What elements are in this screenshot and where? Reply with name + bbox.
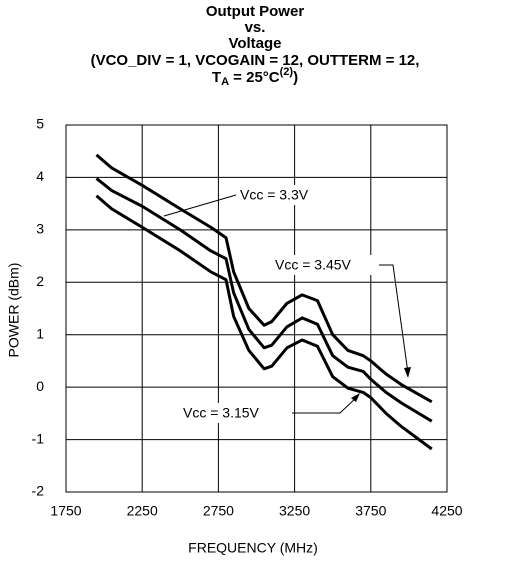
annotation: Vcc = 3.15V (183, 405, 260, 421)
x-tick-label: 4250 (431, 503, 462, 519)
annotation: Vcc = 3.3V (240, 187, 309, 203)
leader-line (292, 395, 359, 414)
chart-title: vs. (245, 19, 266, 36)
x-tick-label: 1750 (50, 503, 81, 519)
x-axis-label: FREQUENCY (MHz) (188, 540, 318, 556)
annotation-bg (273, 255, 379, 275)
y-tick-label: 2 (36, 273, 44, 289)
y-axis-label: POWER (dBm) (6, 263, 22, 358)
y-tick-label: 3 (36, 221, 44, 237)
arrow-head (351, 393, 360, 402)
series-line (95, 177, 433, 423)
x-tick-label: 3750 (355, 503, 386, 519)
chart-title: Output Power (206, 3, 304, 20)
title-part: T (212, 69, 221, 86)
title-superscript: (2) (280, 66, 294, 78)
x-tick-label: 3250 (279, 503, 310, 519)
annotation: Vcc = 3.45V (275, 257, 352, 273)
y-tick-label: -1 (32, 430, 45, 446)
y-tick-label: -2 (32, 483, 45, 499)
y-tick-label: 0 (36, 378, 44, 394)
x-tick-label: 2750 (203, 503, 234, 519)
y-tick-label: 4 (36, 168, 44, 184)
leader-line (379, 264, 409, 374)
title-part: = 25°C (229, 69, 280, 86)
arrow-head (404, 367, 411, 378)
chart-title: (VCO_DIV = 1, VCOGAIN = 12, OUTTERM = 12… (91, 52, 420, 69)
plot-frame (65, 124, 448, 493)
title-subscript: A (221, 76, 229, 88)
series-line (95, 153, 433, 404)
y-tick-label: 5 (36, 116, 44, 132)
leader-line (163, 194, 237, 217)
annotation-bg (236, 185, 346, 205)
y-tick-label: 1 (36, 325, 44, 341)
chart-title: TA = 25°C(2)) (212, 66, 298, 88)
chart-title: Voltage (228, 35, 281, 52)
title-part: ) (293, 69, 298, 86)
series-line (95, 194, 433, 451)
x-tick-label: 2250 (127, 503, 158, 519)
annotation-bg (180, 403, 292, 423)
